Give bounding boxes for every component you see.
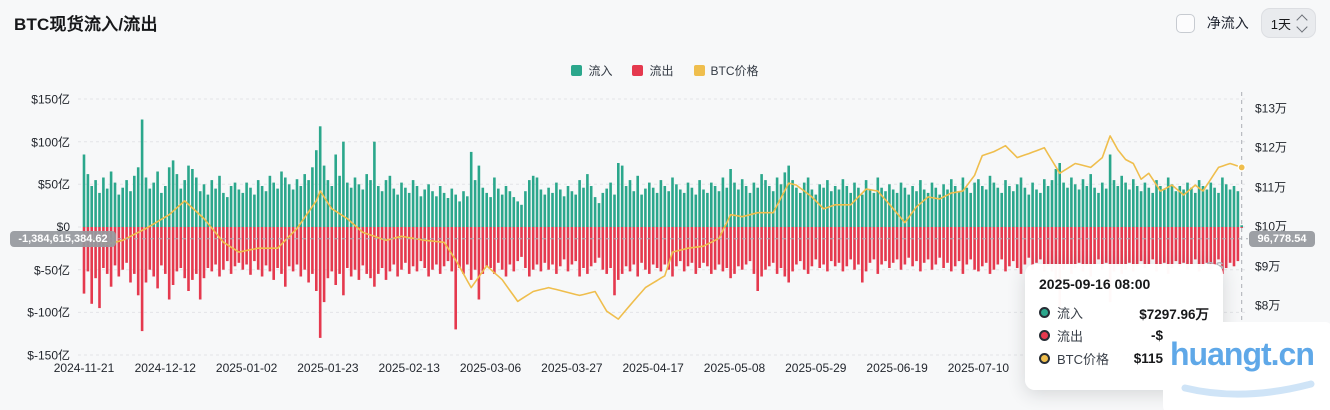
right-axis-tick-3: $10万 — [1255, 219, 1288, 234]
tooltip-series-dot-icon — [1039, 330, 1050, 341]
interval-select[interactable]: 1天 — [1260, 8, 1316, 38]
right-axis-tick-0: $13万 — [1255, 101, 1288, 116]
x-axis-tick-5: 2025-03-06 — [459, 361, 522, 375]
x-axis-tick-9: 2025-05-29 — [785, 361, 847, 375]
tooltip-row-2: BTC价格 $115 — [1039, 347, 1209, 370]
x-axis-tick-0: 2024-11-21 — [53, 361, 115, 375]
legend-swatch-icon — [571, 65, 583, 76]
left-axis-tick-4: $-50亿 — [33, 263, 70, 278]
header-controls: 净流入 1天 — [1175, 8, 1316, 38]
legend-swatch-icon — [693, 65, 705, 76]
tooltip-date: 2025-09-16 08:00 — [1039, 276, 1151, 292]
tooltip-row-value: $115 — [1133, 351, 1163, 366]
legend-label: 流入 — [588, 64, 613, 78]
right-axis-tick-1: $12万 — [1255, 140, 1288, 155]
x-axis-tick-6: 2025-03-27 — [541, 361, 603, 375]
tooltip-row-value: $7297.96万 — [1139, 306, 1209, 322]
interval-select-value: 1天 — [1270, 16, 1291, 32]
left-axis-tick-3: $0 — [56, 220, 70, 234]
legend-item-0[interactable]: 流入 — [571, 62, 612, 79]
watermark-swoosh-icon — [1181, 380, 1315, 398]
tooltip-row-0: 流入 $7297.96万 — [1039, 301, 1209, 324]
tooltip-series-dot-icon — [1039, 307, 1050, 318]
left-axis-tick-6: $-150亿 — [27, 348, 70, 363]
crosshair-right-badge: 96,778.54 — [1249, 231, 1315, 247]
right-axis-tick-4: $9万 — [1255, 259, 1281, 274]
left-axis-tick-1: $100亿 — [31, 135, 70, 150]
tooltip-row-label: 流出 — [1057, 329, 1084, 344]
tooltip-series-dot-icon — [1039, 353, 1050, 364]
x-axis-tick-4: 2025-02-13 — [378, 361, 440, 375]
tooltip-row-label: 流入 — [1057, 306, 1084, 321]
x-axis-tick-11: 2025-07-10 — [947, 361, 1010, 375]
crosshair-left-badge: -1,384,615,384.62 — [10, 231, 116, 247]
x-axis-tick-7: 2025-04-17 — [622, 361, 684, 375]
netflow-checkbox[interactable] — [1175, 13, 1195, 33]
legend-item-1[interactable]: 流出 — [632, 62, 674, 79]
legend-item-2[interactable]: BTC价格 — [693, 62, 759, 79]
page-title: BTC现货流入/流出 — [14, 15, 158, 34]
x-axis-tick-10: 2025-06-19 — [866, 361, 928, 375]
netflow-checkbox-label: 净流入 — [1206, 15, 1249, 31]
x-axis-tick-3: 2025-01-23 — [297, 361, 359, 375]
legend: 流入 流出 BTC价格 — [0, 62, 1330, 79]
x-axis-tick-1: 2024-12-12 — [134, 361, 196, 375]
legend-label: BTC价格 — [710, 64, 759, 78]
right-axis-tick-5: $8万 — [1255, 298, 1281, 313]
left-axis-tick-2: $50亿 — [37, 177, 70, 192]
left-axis-tick-0: $150亿 — [31, 92, 70, 107]
tooltip-row-1: 流出 -$ — [1039, 324, 1209, 347]
tooltip-row-label: BTC价格 — [1057, 352, 1110, 367]
tooltip-row-value: -$ — [1150, 328, 1163, 343]
x-axis-tick-2: 2025-01-02 — [215, 361, 278, 375]
right-axis-tick-2: $11万 — [1255, 180, 1287, 195]
legend-swatch-icon — [632, 65, 644, 76]
legend-label: 流出 — [649, 64, 674, 78]
x-axis-tick-8: 2025-05-08 — [703, 361, 766, 375]
huangt-watermark: huangt.cn — [1163, 322, 1330, 410]
left-axis-tick-5: $-100亿 — [27, 305, 70, 320]
watermark-text: huangt.cn — [1170, 336, 1315, 372]
